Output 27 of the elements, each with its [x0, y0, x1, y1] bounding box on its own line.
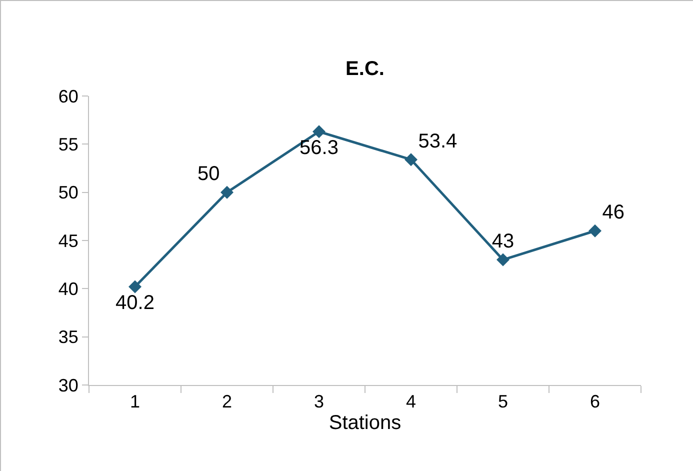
data-label: 50 [198, 163, 220, 186]
y-tick-label: 40 [58, 278, 78, 299]
x-tick-label: 3 [314, 392, 324, 412]
x-tick-label: 5 [498, 392, 508, 412]
data-label: 43 [492, 230, 514, 253]
point [220, 186, 234, 199]
point [588, 224, 602, 238]
x-tick-label: 2 [222, 392, 232, 412]
y-tick-label: 55 [58, 134, 78, 154]
x-axis-title: Stations [328, 412, 402, 434]
chart-title: E.C. [346, 58, 384, 80]
data-label: 53.4 [418, 130, 458, 152]
data-label: 40.2 [116, 292, 154, 314]
point [128, 280, 142, 294]
y-tick-label: 45 [58, 230, 78, 251]
data-label: 56.3 [300, 136, 338, 159]
y-tick-label: 30 [58, 375, 78, 396]
y-tick-label: 50 [58, 182, 78, 203]
point [496, 253, 510, 266]
y-tick-label: 60 [58, 86, 78, 106]
x-tick-label: 4 [406, 392, 416, 412]
x-tick-label: 6 [590, 392, 600, 412]
y-tick-label: 35 [58, 327, 78, 348]
data-label: 46 [602, 202, 624, 224]
point [404, 153, 418, 166]
x-tick-label: 1 [130, 392, 140, 412]
point [312, 125, 326, 138]
